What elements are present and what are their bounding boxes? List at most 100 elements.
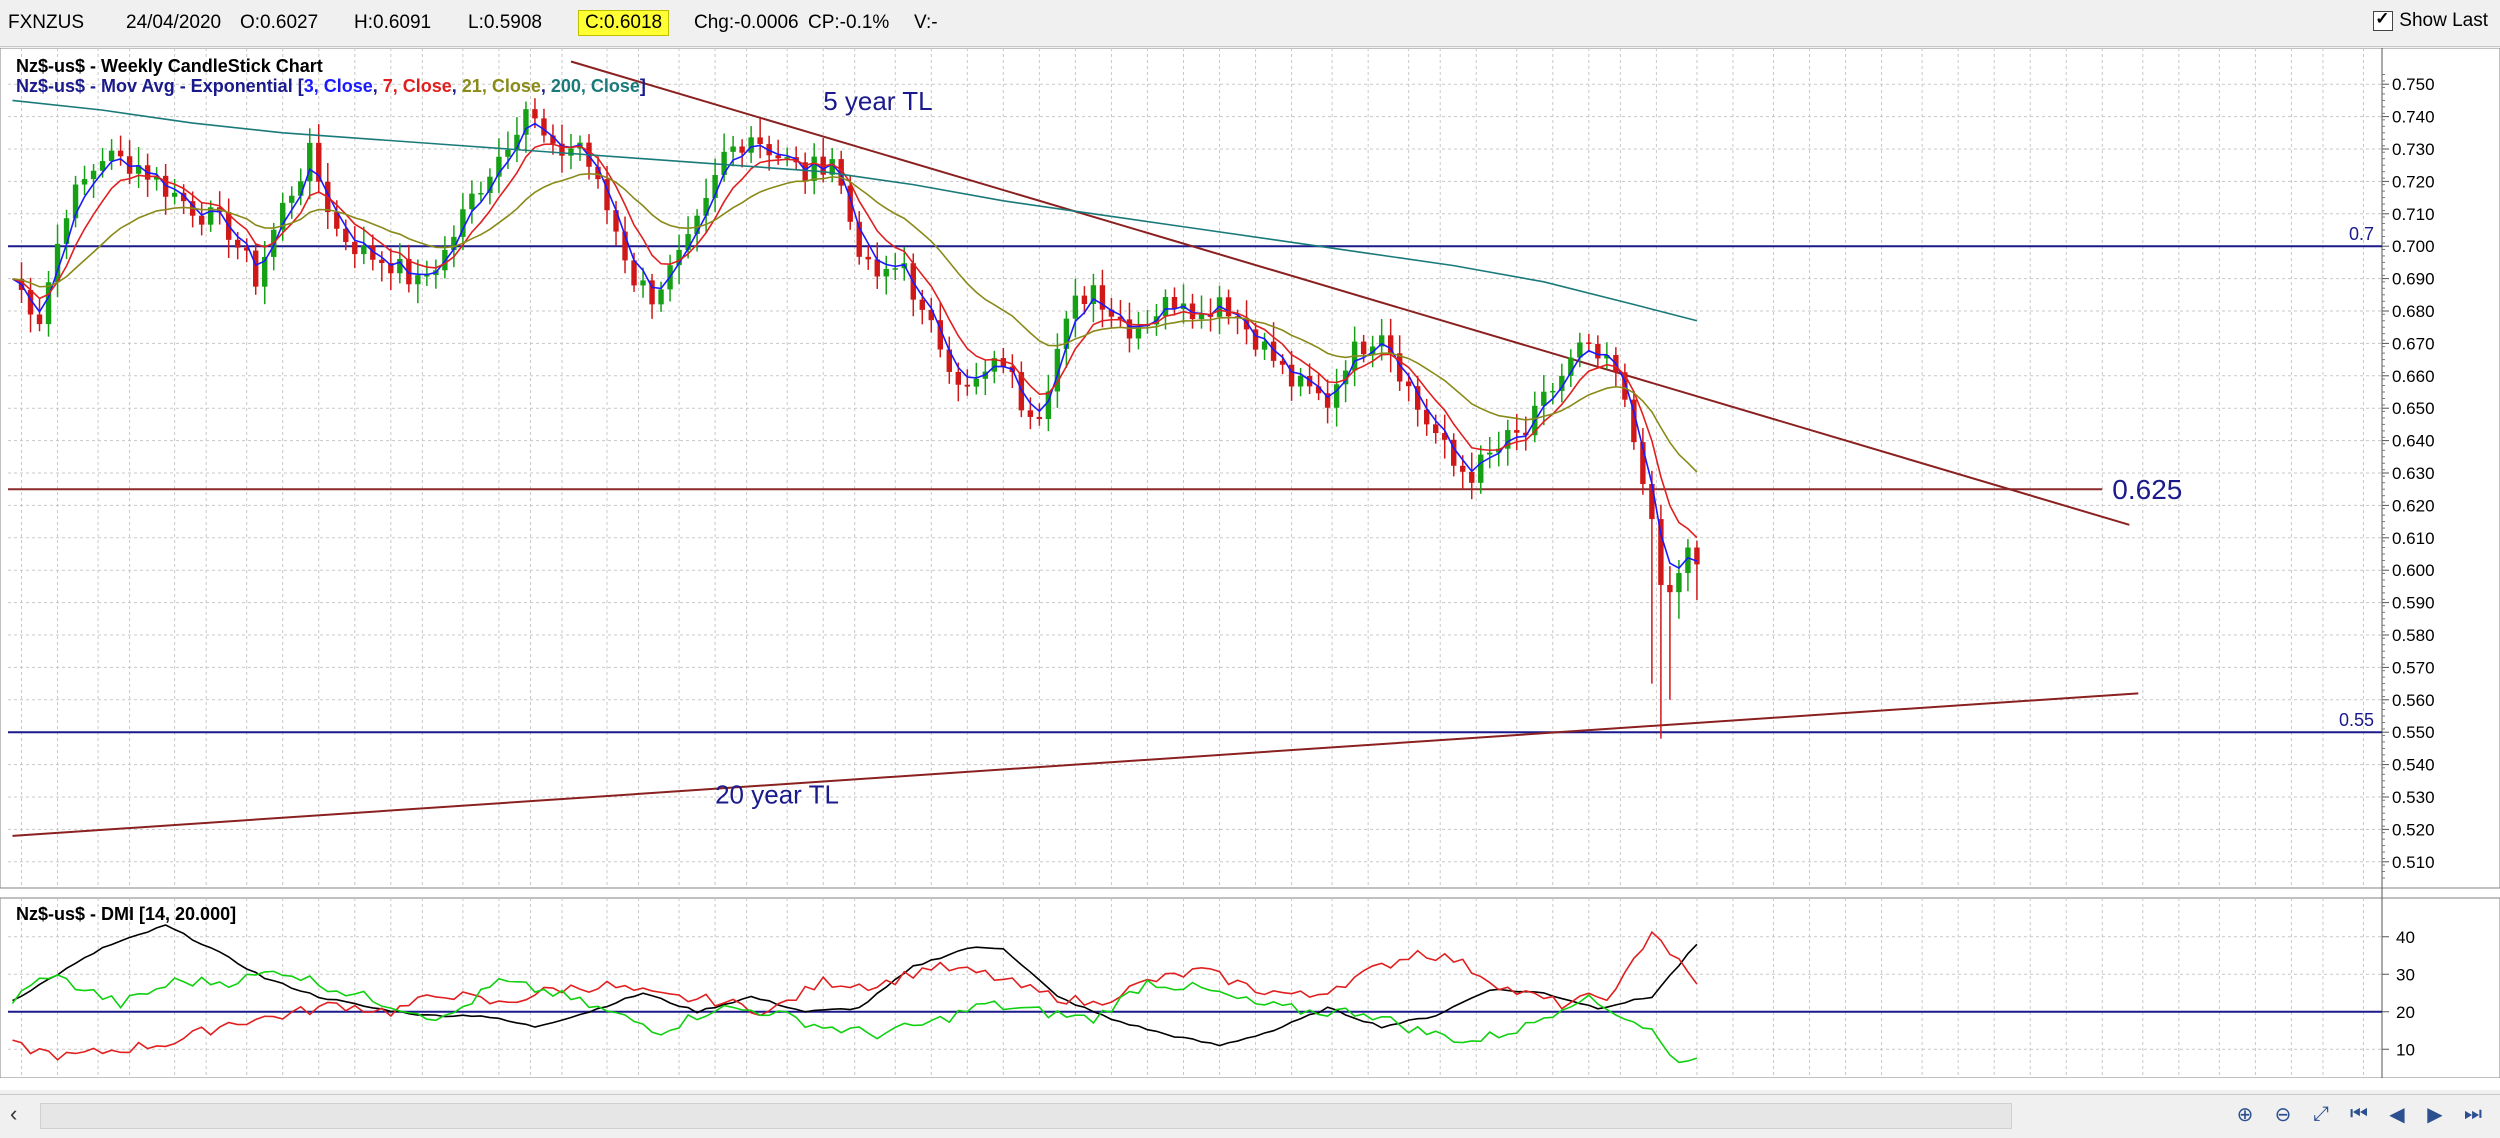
candle-body	[1514, 430, 1520, 433]
candle-body	[784, 157, 790, 159]
candle-body	[153, 175, 160, 180]
chart-svg[interactable]: JunJulyASepOctNDec17FMarAprMJunJulASepOc…	[0, 47, 2500, 1102]
candle-body	[1135, 326, 1142, 339]
candle-body	[1162, 296, 1169, 317]
y-tick-label: 0.520	[2392, 820, 2435, 839]
candle-body	[1270, 341, 1277, 361]
ma-legend-separator: ,	[541, 76, 551, 96]
candle-body	[1360, 341, 1367, 355]
candle-body	[739, 146, 745, 153]
candle-body	[955, 371, 962, 385]
scroll-first-icon[interactable]: ⏮	[2350, 1102, 2368, 1125]
candle-body	[1198, 314, 1205, 320]
candle-body	[343, 228, 349, 242]
candle-body	[1460, 465, 1466, 472]
candle-body	[280, 202, 286, 230]
candle-body	[1342, 370, 1349, 385]
candle-body	[451, 236, 457, 251]
candle-body	[234, 239, 241, 248]
candle-body	[1054, 348, 1061, 392]
horizontal-scrollbar[interactable]: ‹ ⊕ ⊖ ⤢ ⏮ ◀ ▶ ⏭	[0, 1094, 2500, 1135]
candle-body	[991, 358, 998, 372]
candle-body	[1505, 430, 1511, 449]
candle-body	[1523, 432, 1529, 436]
candle-body	[27, 289, 34, 315]
y-tick-label: 0.590	[2392, 594, 2435, 613]
candle-body	[307, 142, 313, 182]
ma-legend-item: 3, Close	[304, 76, 373, 96]
zoom-fit-icon[interactable]: ⤢	[2313, 1102, 2329, 1125]
candle-body	[1333, 384, 1340, 408]
candle-body	[1595, 343, 1601, 359]
candle-body	[505, 149, 511, 157]
y-tick-label: 0.610	[2392, 529, 2435, 548]
candle-body	[973, 378, 980, 387]
candle-body	[108, 150, 115, 162]
candle-body	[847, 185, 853, 222]
candle-body	[379, 259, 385, 264]
checkbox-check-icon[interactable]	[2373, 9, 2394, 31]
candle-body	[1072, 295, 1079, 319]
candle-body	[712, 174, 718, 198]
candle-body	[1324, 393, 1331, 408]
y-tick-label: 0.570	[2392, 658, 2435, 677]
y-tick-label: 0.580	[2392, 626, 2435, 645]
candle-body	[1469, 471, 1475, 483]
candle-body	[1631, 399, 1637, 443]
candle-body	[1694, 547, 1700, 565]
scroll-back-icon[interactable]: ◀	[2389, 1103, 2405, 1126]
ma-legend-item: 21, Close	[462, 76, 541, 96]
candle-body	[1315, 386, 1322, 394]
candle-body	[892, 268, 898, 270]
dmi-series-line	[12, 924, 1698, 1047]
candle-body	[316, 142, 322, 182]
show-last-checkbox[interactable]: Show Last	[2373, 9, 2488, 32]
candle-body	[1378, 335, 1385, 347]
candle-body	[1045, 391, 1052, 420]
y-tick-label: 0.550	[2392, 723, 2435, 742]
candle-body	[1306, 375, 1313, 387]
candle-body	[487, 176, 493, 193]
candle-body	[622, 231, 628, 261]
scroll-track[interactable]	[40, 1103, 2012, 1129]
scroll-last-icon[interactable]: ⏭	[2464, 1102, 2482, 1125]
candle-body	[171, 192, 178, 197]
candle-body	[298, 181, 304, 196]
ma-legend-prefix: Nz$-us$ - Mov Avg - Exponential [	[16, 76, 304, 96]
chart-area[interactable]: JunJulyASepOctNDec17FMarAprMJunJulASepOc…	[0, 47, 2500, 1102]
y-tick-label: 0.670	[2392, 334, 2435, 353]
candle-body	[631, 260, 637, 286]
y-tick-label: 0.510	[2392, 853, 2435, 872]
trendline-label: 20 year TL	[715, 779, 839, 809]
scroll-left-icon[interactable]: ‹	[10, 1101, 18, 1126]
symbol-label: FXNZUS	[8, 12, 84, 33]
candle-body	[253, 250, 259, 287]
candle-body	[1541, 391, 1547, 406]
ema-line	[12, 173, 1698, 473]
candle-body	[207, 207, 214, 225]
x-axis-bg	[0, 1078, 2500, 1090]
y-tick-label: 0.700	[2392, 237, 2435, 256]
candle-body	[838, 159, 844, 186]
candle-body	[478, 192, 484, 195]
price-panel	[0, 47, 2500, 889]
candle-body	[469, 193, 475, 210]
candle-body	[1090, 285, 1097, 304]
zoom-in-icon[interactable]: ⊕	[2236, 1103, 2254, 1126]
quote-toolbar: FXNZUS 24/04/2020 O:0.6027 H:0.6091 L:0.…	[0, 0, 2500, 47]
y-tick-label: 0.600	[2392, 561, 2435, 580]
candle-body	[1414, 386, 1421, 410]
ma-legend-item: 7, Close	[383, 76, 452, 96]
ma-legend-separator: ,	[373, 76, 383, 96]
scroll-forward-icon[interactable]: ▶	[2427, 1103, 2443, 1126]
date-label: 24/04/2020	[126, 12, 222, 33]
candle-body	[523, 109, 529, 135]
candle-body	[1658, 519, 1664, 585]
candle-body	[1604, 355, 1610, 359]
candle-body	[559, 143, 565, 156]
level-label: 0.55	[2339, 710, 2374, 730]
candle-body	[775, 155, 781, 159]
candle-body	[45, 282, 52, 325]
zoom-out-icon[interactable]: ⊖	[2274, 1103, 2292, 1126]
candle-body	[334, 212, 340, 229]
